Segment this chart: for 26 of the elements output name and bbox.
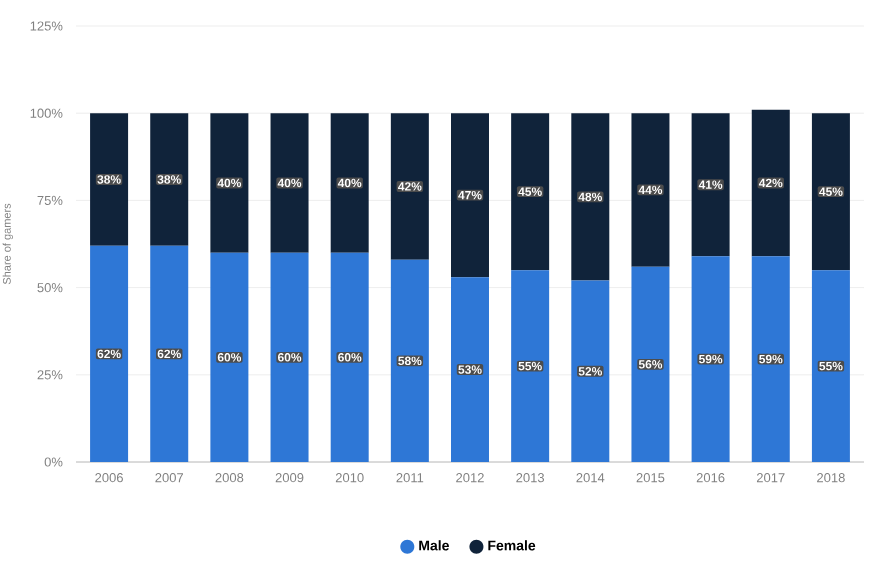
bar — [270, 252, 309, 462]
bar — [691, 113, 730, 257]
bar — [390, 259, 429, 462]
bar — [691, 256, 730, 462]
bar — [210, 113, 249, 253]
bar — [511, 270, 550, 462]
bar — [150, 245, 189, 462]
bar — [811, 270, 850, 462]
bar — [270, 113, 309, 253]
bar — [330, 252, 369, 462]
bar — [571, 113, 610, 281]
bar — [631, 266, 670, 462]
bar — [90, 113, 129, 246]
bar — [150, 113, 189, 246]
bar — [210, 252, 249, 462]
bar — [751, 109, 790, 257]
bar — [511, 113, 550, 271]
bar — [90, 245, 129, 462]
bar — [451, 113, 489, 278]
bar — [751, 256, 790, 462]
bar — [631, 113, 670, 267]
bar — [571, 280, 610, 462]
bar — [330, 113, 369, 253]
bar — [811, 113, 850, 271]
bar — [451, 277, 489, 462]
bar — [390, 113, 429, 260]
